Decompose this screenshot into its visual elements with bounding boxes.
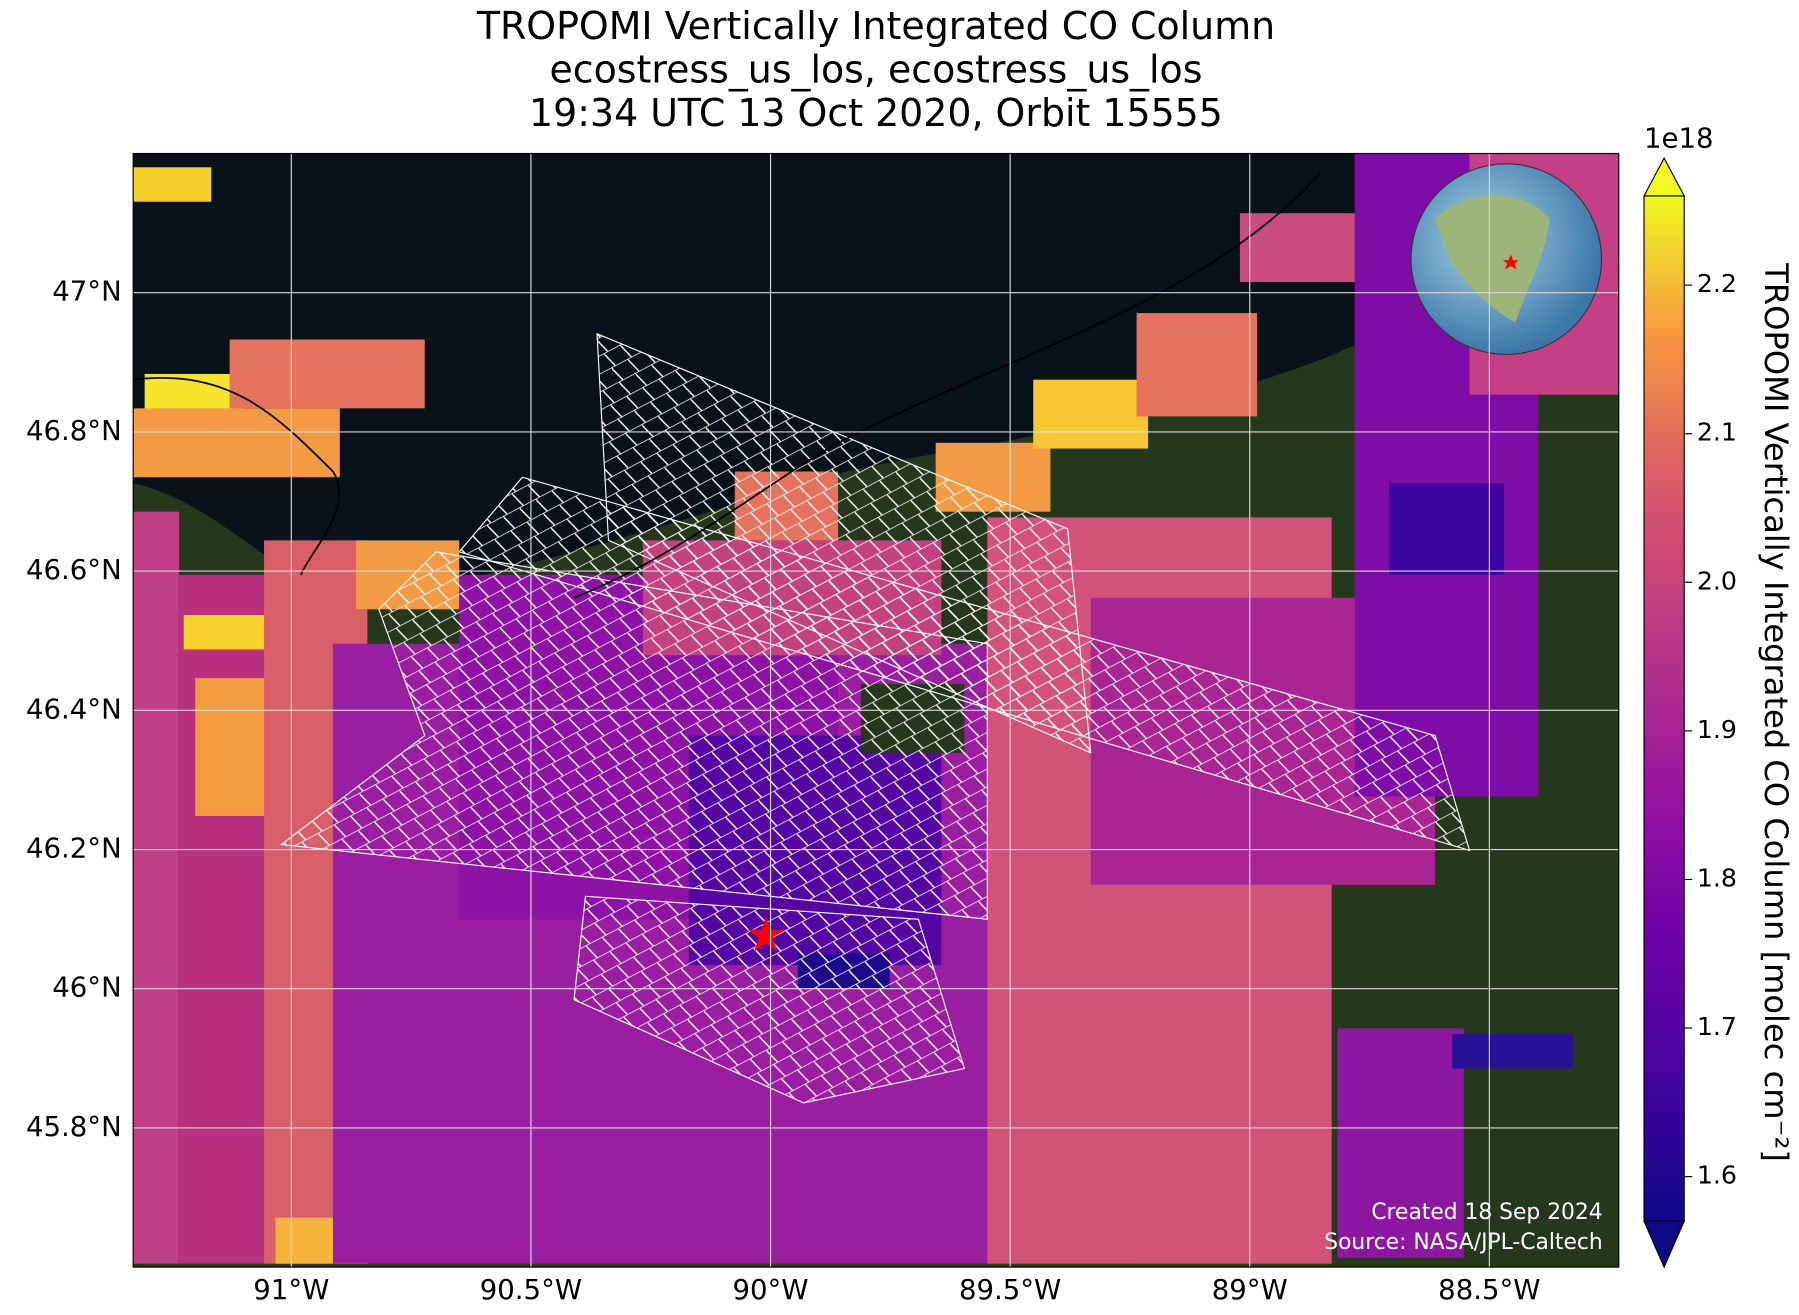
title: TROPOMI Vertically Integrated CO Column: [476, 4, 1275, 48]
y-tick-label: 46.2°N: [26, 833, 122, 865]
colorbar-tick-label: 1.7: [1697, 1012, 1737, 1041]
colorbar-tick-label: 2.1: [1697, 418, 1737, 447]
y-tick-label: 46°N: [52, 972, 121, 1004]
colorbar-tick-label: 1.6: [1697, 1161, 1737, 1190]
title: ecostress_us_los, ecostress_us_los: [549, 47, 1202, 91]
y-tick-label: 46.8°N: [26, 415, 122, 447]
colorbar-tick-label: 1.8: [1697, 863, 1737, 892]
x-tick-label: 90.5°W: [480, 1274, 582, 1306]
globe-inset: [1410, 163, 1603, 355]
colorbar-tick-label: 2.2: [1697, 269, 1737, 298]
colorbar-tick-label: 2.0: [1697, 566, 1737, 595]
y-tick-label: 45.8°N: [26, 1111, 122, 1143]
colorbar: [1643, 156, 1693, 1269]
y-tick-label: 46.6°N: [26, 554, 122, 586]
colorbar-frame: [1643, 195, 1685, 1222]
colorbar-extend-top: [1643, 156, 1686, 197]
x-tick-label: 88.5°W: [1438, 1274, 1540, 1306]
map-frame: [132, 152, 1620, 1268]
x-tick-label: 89°W: [1212, 1274, 1288, 1306]
colorbar-ramp: [1644, 195, 1685, 1222]
ecostress-footprints: [279, 332, 1471, 1104]
site-marker: [747, 916, 785, 952]
colorbar-tick-label: 1.9: [1697, 715, 1737, 744]
x-tick-label: 89.5°W: [959, 1274, 1061, 1306]
colorbar-exponent: 1e18: [1644, 123, 1714, 155]
credit: Created 18 Sep 2024: [1371, 1200, 1602, 1225]
colorbar-label: TROPOMI Vertically Integrated CO Column …: [1757, 262, 1795, 1162]
y-tick-label: 46.4°N: [26, 693, 122, 725]
title: 19:34 UTC 13 Oct 2020, Orbit 15555: [529, 91, 1223, 135]
y-tick-label: 47°N: [52, 276, 121, 308]
x-tick-label: 90°W: [732, 1274, 808, 1306]
credit: Source: NASA/JPL-Caltech: [1324, 1230, 1602, 1255]
colorbar-extend-bottom: [1643, 1220, 1686, 1269]
x-tick-label: 91°W: [253, 1274, 329, 1306]
grid: [133, 153, 1619, 1268]
